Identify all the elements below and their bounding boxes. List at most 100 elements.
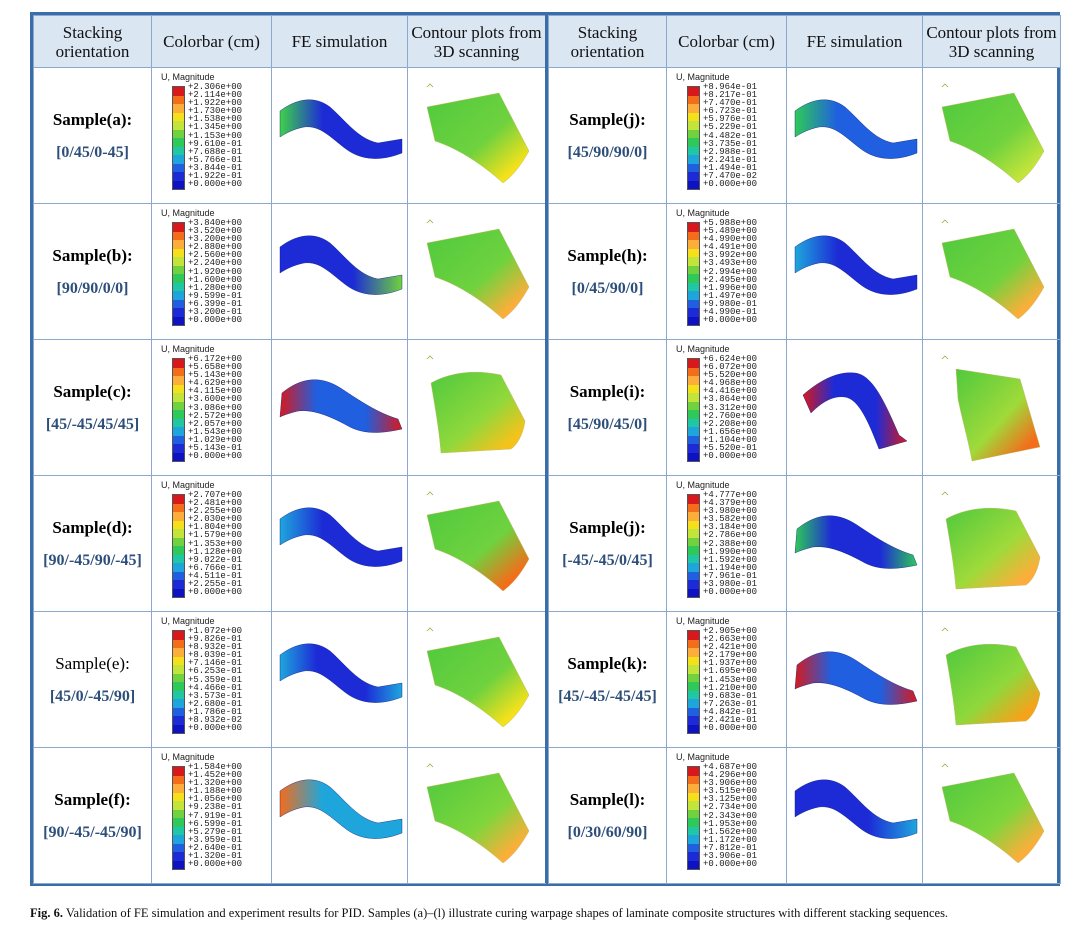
colorbar-tick: +1.584e+00 xyxy=(188,762,243,772)
colorbar-title: U, Magnitude xyxy=(161,72,215,82)
colorbar-segment xyxy=(173,571,184,580)
colorbar-segment xyxy=(173,724,184,733)
colorbar-segment xyxy=(173,563,184,572)
fe-surface xyxy=(802,372,907,449)
colorbar-tick: +0.000e+00 xyxy=(188,179,243,190)
colorbar-tick: +0.000e+00 xyxy=(703,587,758,598)
colorbar-segment xyxy=(688,180,699,189)
scan-marker xyxy=(941,490,948,495)
scan-marker xyxy=(941,762,948,767)
colorbar-tick: +3.312e+00 xyxy=(703,402,758,413)
colorbar-tick: +5.229e-01 xyxy=(703,122,758,133)
colorbar-tick: +2.240e+00 xyxy=(188,258,243,269)
fe-simulation-shape xyxy=(794,99,917,159)
stacking-sequence: [45/-45/45/45] xyxy=(45,415,140,433)
colorbar-segment xyxy=(173,138,184,147)
colorbar-tick: +6.723e-01 xyxy=(703,106,758,117)
colorbar: U, Magnitude +2.306e+00 +2.114e+00 +1.922e+… xyxy=(153,69,271,203)
colorbar-tick: +2.255e+00 xyxy=(188,506,243,517)
colorbar-tick: +6.599e-01 xyxy=(188,818,243,829)
scan-contour-shape xyxy=(426,490,529,591)
colorbar-segment xyxy=(173,631,184,640)
header-stacking-orientation: Stacking orientation xyxy=(548,15,667,68)
scan-contour-shape xyxy=(941,82,1044,183)
colorbar-segment xyxy=(173,95,184,104)
colorbar-segment xyxy=(688,223,699,232)
fe-simulation-shape xyxy=(794,515,917,569)
colorbar: U, Magnitude +4.687e+00 +4.296e+00 +3.906e+… xyxy=(668,749,786,883)
scan-contour-shape xyxy=(426,82,529,183)
colorbar-tick: +5.520e+00 xyxy=(703,370,758,381)
scan-marker xyxy=(426,762,433,767)
colorbar-segment xyxy=(688,775,699,784)
colorbar-segment xyxy=(173,860,184,869)
stacking-cell: Sample(f): [90/-45/-45/90] xyxy=(33,747,152,884)
stacking-sequence: [45/-45/-45/45] xyxy=(558,687,657,705)
scan-surface xyxy=(426,636,529,727)
colorbar-segment xyxy=(173,291,184,300)
colorbar-tick: +9.980e-01 xyxy=(703,298,758,309)
colorbar-tick: +1.104e+00 xyxy=(703,434,758,445)
colorbar: U, Magnitude +6.624e+00 +6.072e+00 +5.520e+… xyxy=(668,341,786,475)
colorbar-tick: +7.688e-01 xyxy=(188,146,243,157)
colorbar-segment xyxy=(173,401,184,410)
colorbar-tick: +1.320e-01 xyxy=(188,851,243,862)
colorbar-strip xyxy=(172,222,185,326)
colorbar-tick: +1.990e+00 xyxy=(703,546,758,557)
colorbar-tick: +2.495e+00 xyxy=(703,274,758,285)
scan-surface xyxy=(426,500,529,591)
stacking-sequence: [0/45/0-45] xyxy=(56,143,129,161)
colorbar-segment xyxy=(173,699,184,708)
colorbar-tick: +3.200e-01 xyxy=(188,307,243,318)
colorbar-segment xyxy=(173,784,184,793)
colorbar-segment xyxy=(173,265,184,274)
colorbar-cell: U, Magnitude +1.072e+00 +9.826e-01 +8.932e-… xyxy=(151,611,272,748)
fe-simulation-cell xyxy=(271,67,408,204)
colorbar-segment xyxy=(688,809,699,818)
colorbar-segment xyxy=(688,112,699,121)
colorbar-segment xyxy=(173,367,184,376)
colorbar-segment xyxy=(688,95,699,104)
colorbar-title: U, Magnitude xyxy=(676,344,730,354)
colorbar-tick: +1.804e+00 xyxy=(188,522,243,533)
colorbar: U, Magnitude +8.964e-01 +8.217e-01 +7.470e-… xyxy=(668,69,786,203)
fe-surface xyxy=(279,235,402,295)
colorbar-segment xyxy=(688,648,699,657)
fe-simulation-cell xyxy=(271,611,408,748)
colorbar-tick: +8.039e-01 xyxy=(188,650,243,661)
colorbar-tick: +6.766e-01 xyxy=(188,562,243,573)
colorbar-tick: +5.143e-01 xyxy=(188,443,243,454)
colorbar-tick: +1.072e+00 xyxy=(188,626,243,636)
fe-surface xyxy=(279,379,402,433)
scan-contour-shape xyxy=(941,218,1044,319)
colorbar-ticks: +5.988e+00 +5.489e+00 +4.990e+00 +4.491e+00… xyxy=(703,218,785,324)
colorbar-segment xyxy=(688,503,699,512)
center-divider xyxy=(545,15,548,883)
colorbar-segment xyxy=(173,580,184,589)
colorbar-tick: +8.932e-01 xyxy=(188,642,243,653)
colorbar-tick: +5.520e-01 xyxy=(703,443,758,454)
colorbar-tick: +2.734e+00 xyxy=(703,802,758,813)
colorbar-tick: +2.421e-01 xyxy=(703,715,758,726)
scan-cell xyxy=(922,339,1061,476)
colorbar-segment xyxy=(688,163,699,172)
colorbar-tick: +6.253e-01 xyxy=(188,666,243,677)
fe-surface xyxy=(279,99,402,159)
colorbar-cell: U, Magnitude +2.905e+00 +2.663e+00 +2.421e+… xyxy=(666,611,787,748)
colorbar-segment xyxy=(688,452,699,461)
scan-cell xyxy=(922,67,1061,204)
colorbar-tick: +7.961e-01 xyxy=(703,570,758,581)
colorbar-tick: +6.172e+00 xyxy=(188,354,243,364)
colorbar-segment xyxy=(688,588,699,597)
colorbar-tick: +3.959e-01 xyxy=(188,834,243,845)
colorbar-strip xyxy=(172,86,185,190)
scan-cell xyxy=(407,747,546,884)
colorbar-segment xyxy=(173,359,184,368)
colorbar-tick: +0.000e+00 xyxy=(703,451,758,462)
colorbar-cell: U, Magnitude +8.964e-01 +8.217e-01 +7.470e-… xyxy=(666,67,787,204)
colorbar-tick: +5.143e+00 xyxy=(188,370,243,381)
colorbar-segment xyxy=(173,716,184,725)
colorbar-tick: +4.482e-01 xyxy=(703,130,758,141)
colorbar-tick: +3.864e+00 xyxy=(703,394,758,405)
colorbar-tick: +5.988e+00 xyxy=(703,218,758,228)
